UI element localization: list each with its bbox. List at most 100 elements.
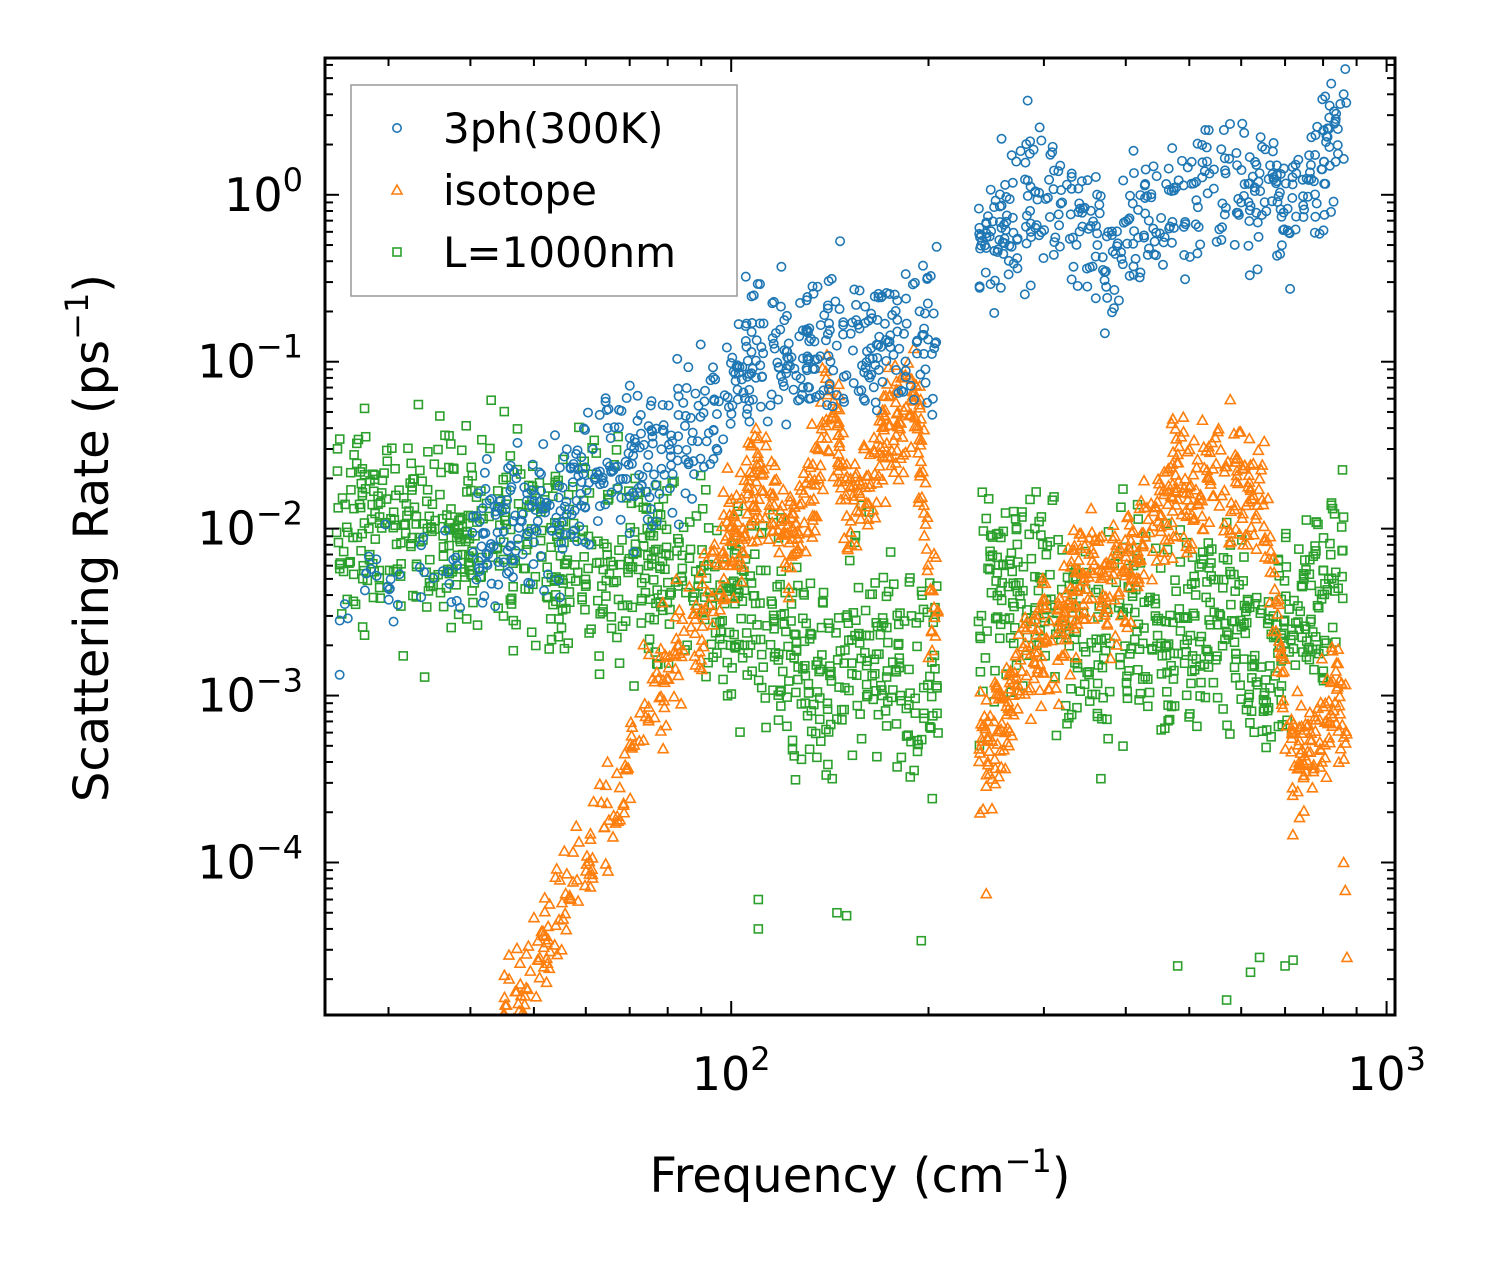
data-point bbox=[1325, 640, 1339, 653]
data-point bbox=[786, 599, 797, 609]
data-point bbox=[1002, 701, 1015, 713]
data-point bbox=[985, 551, 996, 562]
data-point bbox=[1273, 555, 1284, 566]
data-point bbox=[1333, 707, 1347, 719]
data-point bbox=[1092, 240, 1103, 251]
data-point bbox=[736, 498, 750, 511]
data-point bbox=[860, 605, 871, 616]
data-point bbox=[825, 356, 836, 367]
data-point bbox=[539, 585, 550, 596]
data-point bbox=[1331, 656, 1345, 669]
data-point bbox=[870, 359, 881, 370]
data-point bbox=[768, 458, 782, 471]
data-point bbox=[1036, 530, 1046, 540]
data-point bbox=[890, 407, 904, 419]
data-point bbox=[1242, 431, 1256, 444]
data-point bbox=[1000, 735, 1014, 748]
data-point bbox=[975, 666, 986, 677]
data-point bbox=[1019, 622, 1033, 635]
data-point bbox=[1181, 445, 1194, 457]
data-point bbox=[725, 492, 738, 505]
data-point bbox=[1305, 160, 1316, 171]
data-point bbox=[629, 527, 640, 537]
data-point bbox=[1180, 274, 1191, 285]
data-point bbox=[765, 400, 776, 411]
data-point bbox=[400, 519, 411, 530]
data-point bbox=[767, 333, 778, 344]
data-point bbox=[1190, 611, 1200, 621]
data-point bbox=[597, 820, 611, 833]
data-point bbox=[580, 424, 591, 435]
data-point bbox=[1288, 630, 1298, 641]
data-point bbox=[492, 486, 503, 496]
data-point bbox=[805, 333, 816, 344]
data-point bbox=[1286, 717, 1300, 729]
data-point bbox=[444, 540, 454, 551]
data-point bbox=[885, 547, 896, 557]
data-point bbox=[881, 672, 892, 682]
data-point bbox=[593, 536, 603, 547]
data-point bbox=[1339, 724, 1353, 737]
data-point bbox=[903, 730, 914, 740]
data-point bbox=[1242, 603, 1252, 614]
data-point bbox=[1199, 166, 1210, 177]
data-point bbox=[680, 488, 691, 499]
data-point bbox=[1336, 522, 1347, 532]
data-point bbox=[451, 560, 462, 571]
data-point bbox=[1267, 551, 1280, 564]
data-point bbox=[1294, 699, 1308, 711]
data-point bbox=[784, 560, 798, 573]
data-point bbox=[531, 526, 542, 537]
data-point bbox=[808, 473, 821, 485]
data-point bbox=[1054, 241, 1065, 252]
data-point bbox=[1224, 153, 1235, 164]
data-point bbox=[981, 730, 994, 742]
data-point bbox=[461, 420, 471, 431]
data-point bbox=[381, 494, 392, 504]
data-point bbox=[712, 445, 723, 456]
data-point bbox=[815, 320, 826, 331]
data-point bbox=[739, 640, 750, 651]
data-point bbox=[1249, 660, 1260, 670]
data-point bbox=[776, 371, 787, 382]
data-point bbox=[370, 534, 381, 544]
data-point bbox=[782, 721, 792, 732]
data-point bbox=[1298, 211, 1309, 222]
data-point bbox=[873, 340, 884, 351]
data-point bbox=[1045, 149, 1056, 160]
data-point bbox=[831, 628, 841, 638]
data-point bbox=[498, 526, 509, 537]
data-point bbox=[789, 751, 800, 761]
data-point bbox=[1305, 733, 1319, 746]
data-point bbox=[989, 275, 1000, 286]
data-point bbox=[1017, 507, 1027, 517]
data-point bbox=[735, 727, 745, 737]
data-point bbox=[1338, 883, 1352, 896]
data-point bbox=[600, 796, 614, 809]
data-point bbox=[516, 1018, 526, 1027]
data-point bbox=[1252, 679, 1263, 690]
data-point bbox=[1135, 526, 1149, 538]
data-point bbox=[628, 450, 639, 461]
data-point bbox=[1281, 562, 1292, 572]
data-point bbox=[1293, 617, 1303, 627]
data-point bbox=[1190, 461, 1204, 473]
data-point bbox=[976, 610, 987, 621]
data-point bbox=[637, 532, 648, 543]
data-point bbox=[906, 388, 920, 401]
data-point bbox=[898, 328, 909, 339]
data-point bbox=[1237, 118, 1248, 129]
data-point bbox=[1146, 544, 1160, 557]
data-point bbox=[919, 323, 930, 334]
data-point bbox=[985, 564, 995, 575]
data-point bbox=[980, 653, 991, 663]
data-point bbox=[930, 664, 940, 674]
data-point bbox=[1078, 539, 1092, 551]
data-point bbox=[1140, 501, 1154, 513]
data-point bbox=[1273, 721, 1284, 732]
data-point bbox=[1335, 718, 1349, 730]
data-point bbox=[983, 494, 994, 504]
data-point bbox=[456, 445, 467, 456]
data-point bbox=[791, 542, 805, 554]
data-point bbox=[995, 690, 1009, 703]
